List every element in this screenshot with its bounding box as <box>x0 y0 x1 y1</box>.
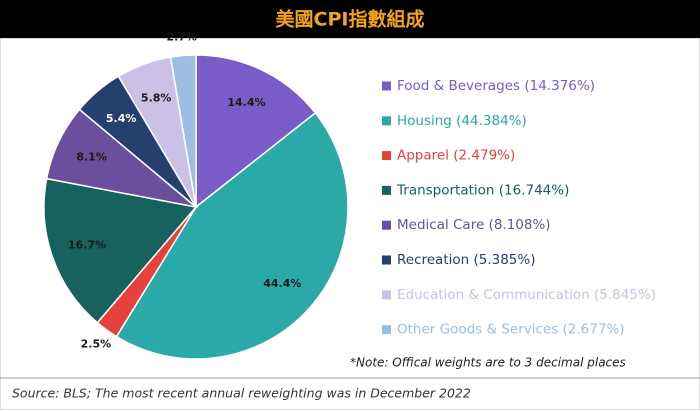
legend-swatch <box>382 290 391 300</box>
legend-swatch <box>382 116 391 126</box>
source: Source: BLS; The most recent annual rewe… <box>12 386 471 401</box>
pie-slice <box>169 54 197 208</box>
slice-label: 8.1% <box>76 151 107 164</box>
slice-label: 2.7% <box>166 30 197 43</box>
legend-swatch <box>382 151 391 161</box>
pie-slice <box>115 111 349 360</box>
pie-slice <box>195 54 317 209</box>
legend-label: Education & Communication (5.845%) <box>397 287 656 303</box>
chart-title: 美國CPI指數組成 <box>276 8 425 31</box>
note: *Note: Offical weights are to 3 decimal … <box>350 356 626 370</box>
slice-label: 14.4% <box>227 96 265 109</box>
title-bar <box>0 0 700 38</box>
slice-label: 5.8% <box>141 92 172 105</box>
legend-swatch <box>382 185 391 195</box>
legend-label: Medical Care (8.108%) <box>397 217 551 233</box>
legend-label: Apparel (2.479%) <box>397 148 515 164</box>
legend-label: Transportation (16.744%) <box>396 182 569 198</box>
legend-label: Other Goods & Services (2.677%) <box>397 322 625 338</box>
slice-label: 2.5% <box>81 338 112 351</box>
slice-label: 44.4% <box>263 277 301 290</box>
legend-label: Recreation (5.385%) <box>397 252 536 268</box>
legend-label: Housing (44.384%) <box>397 113 527 129</box>
legend-swatch <box>382 255 391 265</box>
slice-label: 16.7% <box>68 238 106 251</box>
slice-label: 5.4% <box>106 112 137 125</box>
pie-slice <box>43 177 198 324</box>
legend-label: Food & Beverages (14.376%) <box>397 78 595 94</box>
legend-swatch <box>382 220 391 230</box>
legend-swatch <box>382 81 391 91</box>
legend-swatch <box>382 325 391 335</box>
